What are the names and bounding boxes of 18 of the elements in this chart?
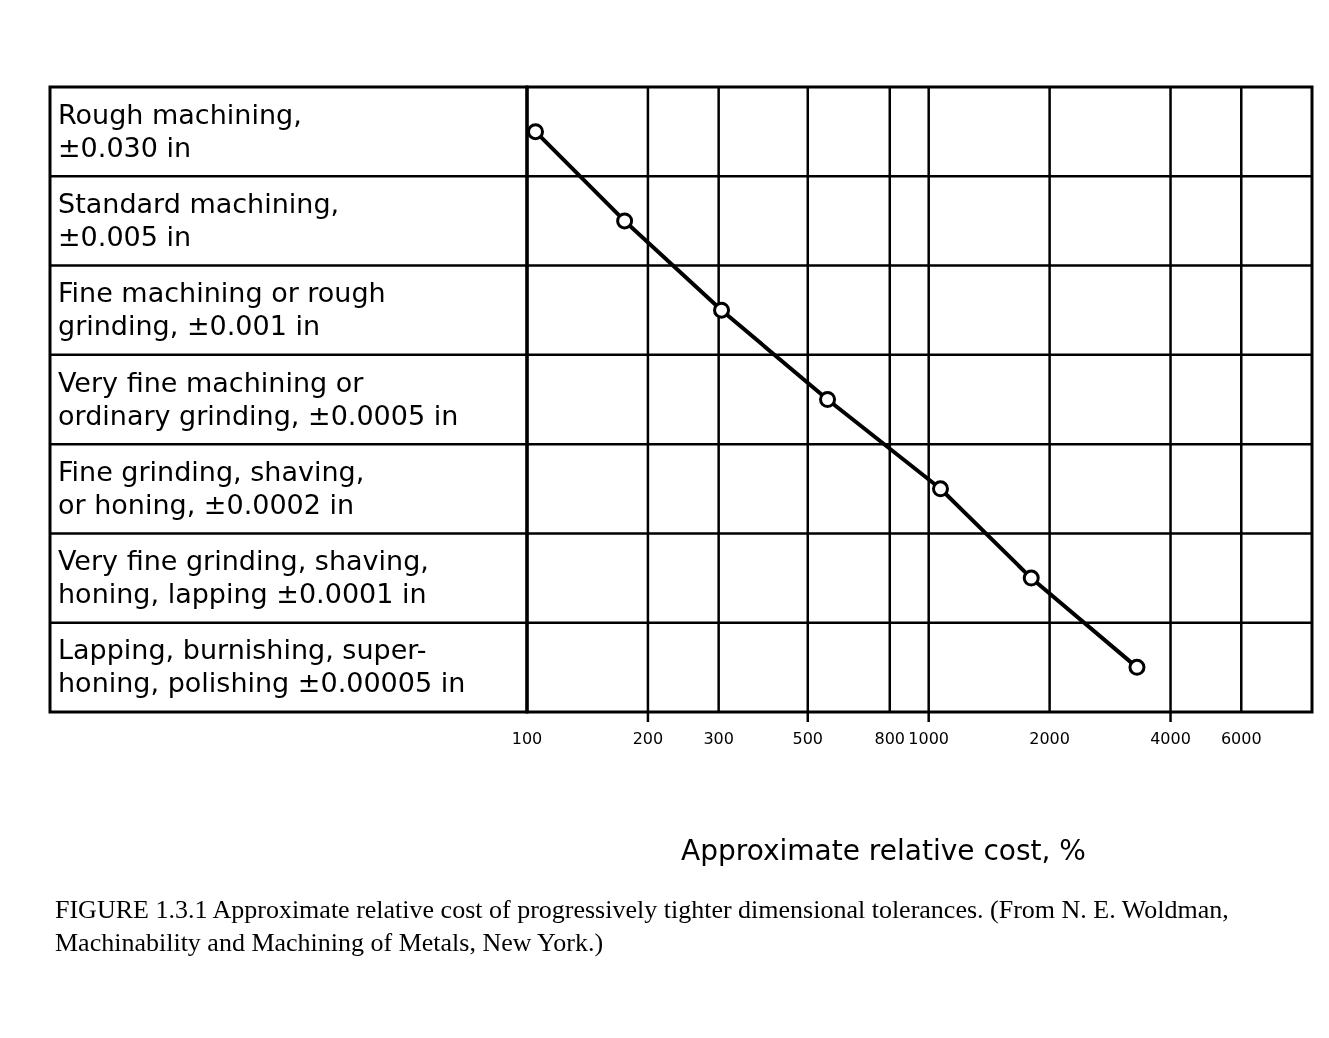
x-tick-label: 100	[511, 729, 543, 748]
x-tick-label: 300	[703, 729, 734, 748]
x-tick-label: 200	[632, 729, 664, 748]
x-tick-label: 500	[792, 729, 824, 748]
y-tick-label: Rough machining, ±0.030 in	[58, 98, 302, 163]
x-tick-label: 800	[874, 729, 906, 748]
caption: FIGURE 1.3.1 Approximate relative cost of progressively tighter dimensional tolerances. (From N. E. Woldman, Machinability and Machining of Metals, New York.)	[55, 895, 1229, 957]
x-tick-label: 4000	[1150, 729, 1191, 748]
x-tick-label: 2000	[1029, 729, 1070, 748]
x-axis-title: Approximate relative cost, %	[681, 834, 1086, 867]
y-tick-label: Fine grinding, shaving, or honing, ±0.0002 in	[58, 455, 365, 520]
y-tick-label: Very fine grinding, shaving, honing, lapping ±0.0001 in	[58, 545, 429, 610]
y-tick-label: Very fine machining or ordinary grinding, ±0.0005 in	[58, 366, 459, 431]
y-tick-label: Lapping, burnishing, super- honing, polishing ±0.00005 in	[58, 634, 466, 699]
y-tick-label: Standard machining, ±0.005 in	[58, 187, 340, 252]
y-tick-label: Fine machining or rough grinding, ±0.001 in	[58, 277, 386, 342]
x-tick-label: 6000	[1220, 729, 1262, 748]
x-tick-label: 1000	[908, 729, 950, 748]
